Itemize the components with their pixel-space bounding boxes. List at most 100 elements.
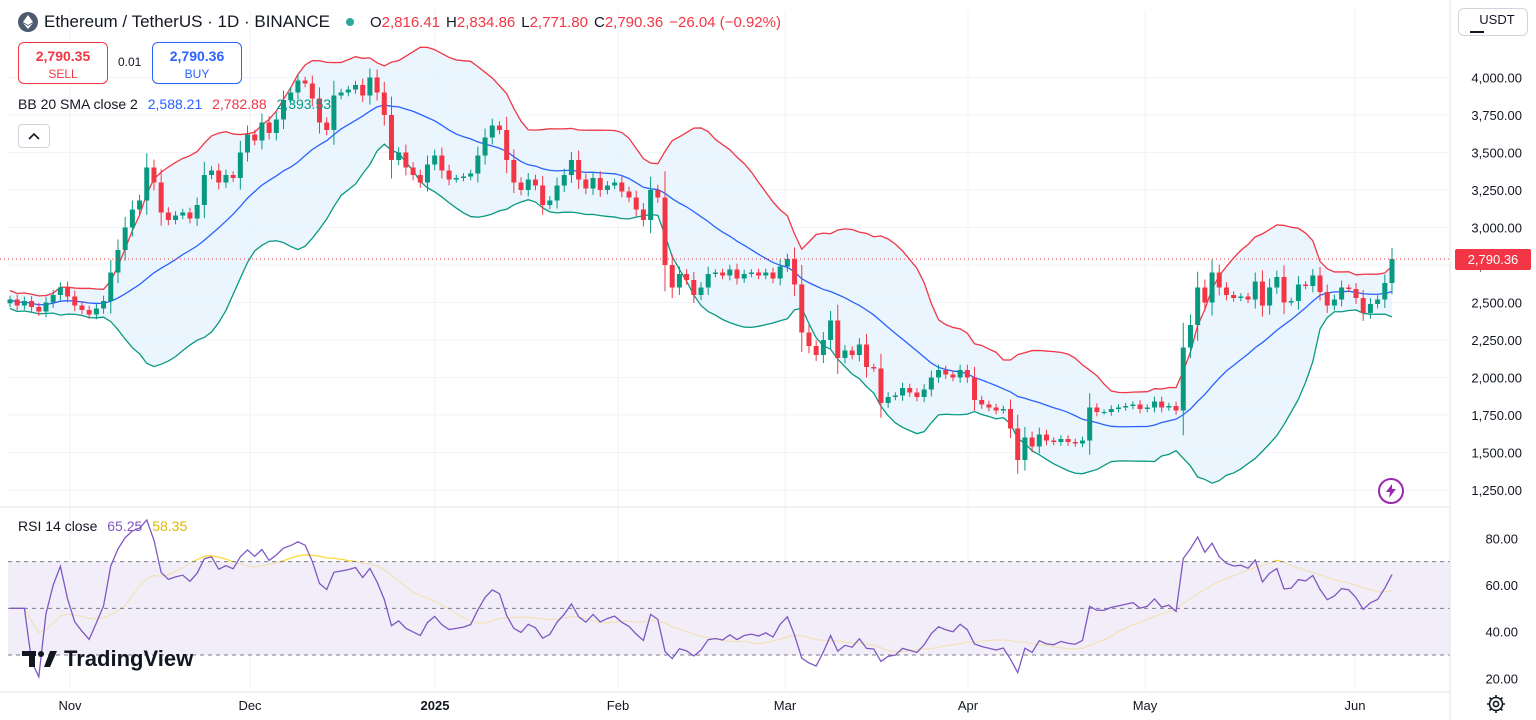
collapse-legend-button[interactable]: [18, 124, 50, 148]
candle-body: [547, 200, 553, 205]
candle-body: [734, 269, 740, 279]
candle-body: [928, 377, 934, 390]
candle-body: [842, 350, 848, 358]
candle-body: [770, 272, 776, 279]
bollinger-legend[interactable]: BB 20 SMA close 2 2,588.21 2,782.88 2,39…: [18, 96, 337, 112]
candle-body: [1310, 275, 1316, 286]
spread-value: 0.01: [118, 55, 142, 69]
candle-body: [1130, 404, 1136, 406]
candle-body: [1123, 406, 1129, 408]
candle-body: [331, 95, 337, 130]
candle-body: [921, 389, 927, 397]
candle-body: [324, 122, 330, 130]
candle-body: [489, 125, 495, 138]
time-tick-label: Dec: [238, 698, 262, 713]
candle-body: [432, 155, 438, 165]
time-tick-label: Jun: [1345, 698, 1366, 713]
candle-body: [216, 170, 222, 183]
candle-body: [345, 89, 351, 93]
candle-body: [554, 185, 560, 201]
candle-body: [237, 152, 243, 178]
bb-basis-line: [9, 104, 1393, 428]
candle-body: [1331, 299, 1337, 306]
candle-body: [1353, 289, 1359, 298]
candle-body: [223, 175, 229, 183]
candle-body: [1245, 296, 1251, 300]
candle-body: [129, 209, 135, 228]
candle-body: [1389, 259, 1395, 283]
bollinger-band-fill: [10, 47, 1392, 484]
sell-button[interactable]: 2,790.35 SELL: [18, 42, 108, 84]
bb-upper-line: [9, 46, 1393, 394]
candle-body: [1375, 299, 1381, 304]
candle-body: [108, 272, 114, 301]
close-label: C: [593, 13, 605, 31]
candle-body: [1367, 304, 1373, 313]
candle-body: [295, 80, 301, 93]
low-label: L: [521, 13, 530, 31]
candle-body: [1151, 401, 1157, 408]
candle-body: [122, 227, 128, 250]
candle-body: [1000, 409, 1006, 411]
candle-body: [475, 155, 481, 174]
rsi-legend[interactable]: RSI 14 close 65.25 58.35: [18, 518, 193, 534]
bolt-icon[interactable]: [1378, 478, 1404, 504]
candle-body: [1044, 434, 1049, 441]
candle-body: [230, 175, 236, 178]
candle-body: [115, 250, 121, 273]
market-status-dot: [345, 18, 354, 26]
candle-body: [633, 197, 639, 210]
price-tick-label: 1,750.00: [1471, 408, 1522, 423]
candle-body: [1281, 277, 1287, 303]
candle-body: [943, 370, 949, 375]
candle-body: [273, 119, 279, 133]
bb-upper-value: 2,782.88: [212, 96, 267, 112]
candle-body: [1209, 272, 1215, 303]
candle-body: [338, 92, 344, 96]
candle-body: [1346, 287, 1352, 289]
candle-body: [309, 83, 315, 99]
currency-label: USDT: [1479, 11, 1515, 27]
candle-body: [14, 299, 20, 306]
candle-body: [1216, 272, 1222, 288]
candle-body: [784, 259, 790, 267]
candle-body: [597, 178, 603, 190]
candle-body: [79, 305, 85, 310]
candle-body: [828, 320, 834, 340]
gear-icon[interactable]: [1486, 694, 1506, 714]
high-value: 2,834.86: [456, 13, 516, 31]
candle-body: [173, 215, 179, 220]
tradingview-logo: TradingView: [22, 646, 193, 672]
buy-price: 2,790.36: [169, 48, 225, 64]
time-tick-label: Feb: [607, 698, 629, 713]
candle-body: [353, 85, 358, 90]
last-price-label: 2,790.36: [1468, 252, 1519, 267]
price-tick-label: 3,000.00: [1471, 221, 1522, 236]
candle-body: [1180, 347, 1186, 411]
candle-body: [1382, 283, 1388, 300]
candle-body: [158, 182, 164, 213]
symbol-title[interactable]: Ethereum / TetherUS · 1D · BINANCE: [44, 12, 330, 31]
rsi-tick-label: 40.00: [1485, 625, 1518, 640]
currency-selector[interactable]: USDT: [1458, 8, 1528, 36]
candle-body: [720, 272, 726, 276]
candle-body: [1259, 281, 1265, 306]
buy-button[interactable]: 2,790.36 BUY: [152, 42, 242, 84]
candle-body: [302, 80, 308, 84]
candle-body: [1022, 437, 1028, 460]
candle-body: [1065, 439, 1071, 442]
price-tick-label: 1,500.00: [1471, 446, 1522, 461]
candle-body: [907, 388, 913, 393]
candle-body: [1036, 434, 1042, 447]
ethereum-icon: [18, 12, 38, 32]
candle-body: [540, 185, 546, 205]
candle-body: [813, 346, 819, 355]
candle-body: [209, 170, 215, 175]
rsi-tick-label: 20.00: [1485, 671, 1518, 686]
candle-body: [705, 274, 711, 288]
candle-body: [1202, 287, 1208, 303]
price-tick-label: 2,250.00: [1471, 333, 1522, 348]
candle-body: [388, 115, 394, 160]
